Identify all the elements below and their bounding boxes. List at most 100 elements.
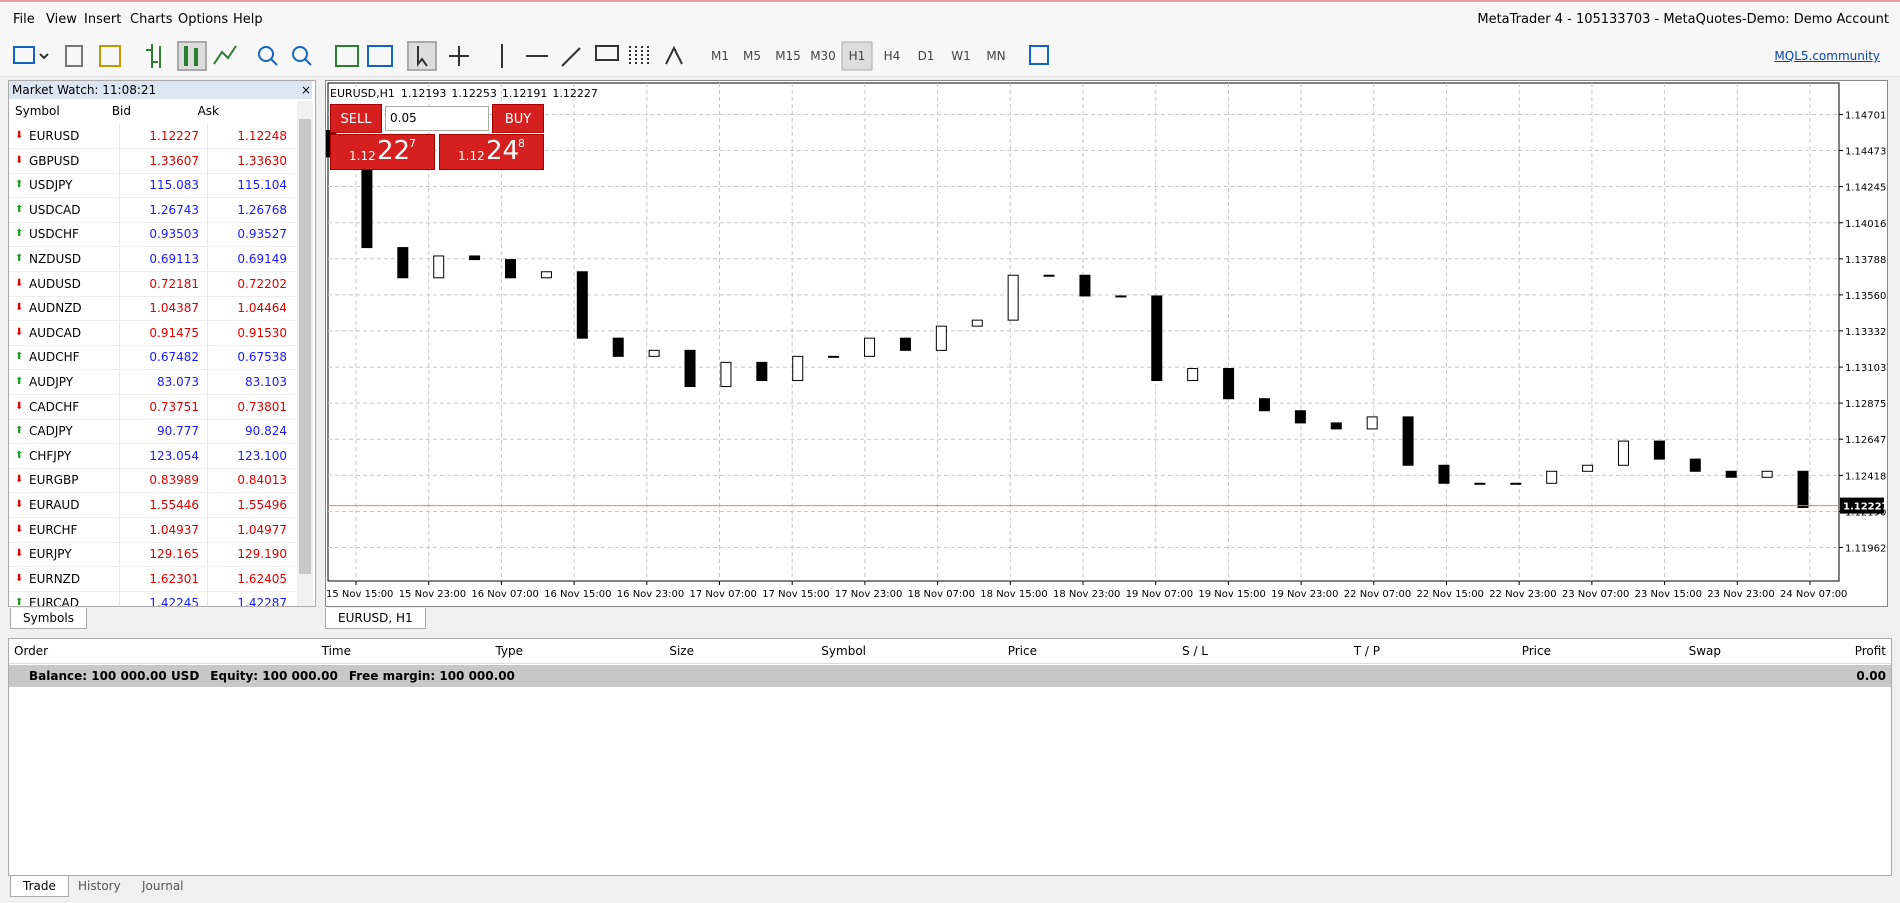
x-tick-label: 22 Nov 23:00 bbox=[1489, 589, 1556, 600]
ask: 83.103 bbox=[245, 375, 287, 389]
bid: 129.165 bbox=[149, 547, 199, 562]
candle-body bbox=[361, 156, 373, 249]
scrollbar[interactable] bbox=[297, 101, 313, 606]
col-sep bbox=[207, 517, 208, 542]
symbol-row[interactable]: ⬇ EURAUD 1.55446 1.55496 bbox=[9, 493, 295, 518]
candle-body bbox=[828, 355, 840, 358]
timeframe-button[interactable]: MN bbox=[986, 49, 1006, 63]
terminal-tab[interactable]: Trade bbox=[10, 876, 69, 897]
bid: 0.69113 bbox=[149, 252, 199, 266]
x-tick-label: 19 Nov 23:00 bbox=[1271, 589, 1338, 600]
symbol-row[interactable]: ⬇ EURGBP 0.83989 0.84013 bbox=[9, 468, 295, 494]
symbol-row[interactable]: ⬆ USDCAD 1.26743 1.26768 bbox=[9, 197, 295, 223]
community-link[interactable]: MQL5.community bbox=[1774, 49, 1880, 63]
bid: 90.777 bbox=[157, 424, 199, 439]
symbol-row[interactable]: ⬆ AUDCHF 0.67482 0.67538 bbox=[9, 345, 295, 371]
price-box[interactable]: 1.12 22 7 bbox=[330, 134, 435, 170]
menu-item[interactable]: View bbox=[46, 12, 77, 27]
bid: 1.62301 bbox=[149, 571, 199, 586]
candle-body bbox=[1617, 440, 1629, 466]
symbol: NZDUSD bbox=[29, 252, 82, 266]
symbol-row[interactable]: ⬆ NZDUSD 0.69113 0.69149 bbox=[9, 247, 295, 272]
price-box[interactable]: 1.12 24 8 bbox=[439, 134, 544, 170]
symbol-row[interactable]: ⬇ AUDUSD 0.72181 0.72202 bbox=[9, 271, 295, 297]
x-tick-label: 18 Nov 23:00 bbox=[1053, 589, 1120, 600]
close-button[interactable]: × bbox=[300, 83, 311, 97]
col-sep bbox=[207, 370, 208, 394]
timeframe-button[interactable]: M5 bbox=[743, 49, 761, 63]
column-header: Swap bbox=[1688, 644, 1721, 658]
candle-body bbox=[1043, 274, 1055, 277]
symbol: EURNZD bbox=[29, 571, 81, 586]
symbol-row[interactable]: ⬇ EURCHF 1.04937 1.04977 bbox=[9, 517, 295, 543]
lot-input[interactable]: 0.05 bbox=[385, 106, 489, 131]
candle-body bbox=[899, 337, 911, 351]
x-tick-label: 23 Nov 07:00 bbox=[1562, 589, 1629, 600]
terminal: Order Time Type Size Symbol Price S / L T / P Pr… bbox=[8, 638, 1892, 876]
scroll-thumb[interactable] bbox=[299, 119, 311, 574]
menu-item[interactable]: Options bbox=[178, 12, 229, 27]
symbol-row[interactable]: ⬇ EURJPY 129.165 129.190 bbox=[9, 542, 295, 568]
x-tick-label: 22 Nov 07:00 bbox=[1344, 589, 1411, 600]
candle-body bbox=[971, 319, 983, 327]
col-sep bbox=[119, 148, 120, 173]
candle-body bbox=[1653, 440, 1665, 460]
symbol: CADCHF bbox=[29, 399, 80, 414]
toolbar: M1 M5 M15 M30 H1 H4 D1 W1 MN MQL5.community bbox=[0, 36, 1900, 77]
col-sep bbox=[207, 148, 208, 173]
symbol-row[interactable]: ⬆ CADJPY 90.777 90.824 bbox=[9, 419, 295, 445]
menu-item[interactable]: Help bbox=[233, 12, 263, 27]
terminal-tab[interactable]: History bbox=[78, 879, 121, 893]
symbol-row[interactable]: ⬆ USDCHF 0.93503 0.93527 bbox=[9, 222, 295, 248]
trend-arrow: ⬇ bbox=[15, 572, 24, 584]
symbol: USDCAD bbox=[29, 202, 81, 217]
bid: 1.04937 bbox=[149, 522, 199, 537]
ohlc-value: 1.12253 bbox=[451, 87, 497, 100]
symbol-row[interactable]: ⬇ GBPUSD 1.33607 1.33630 bbox=[9, 148, 295, 174]
column-header: Order bbox=[14, 644, 49, 658]
menu-item[interactable]: Insert bbox=[84, 12, 122, 27]
timeframe-button[interactable]: H1 bbox=[848, 49, 866, 63]
symbol: EURJPY bbox=[29, 547, 72, 562]
symbol-row[interactable]: ⬆ USDJPY 115.083 115.104 bbox=[9, 173, 295, 199]
sell-button[interactable]: SELL bbox=[330, 104, 382, 133]
menu-item[interactable]: File bbox=[13, 12, 35, 27]
terminal-tab[interactable]: Journal bbox=[142, 879, 184, 893]
timeframe-button[interactable]: M15 bbox=[775, 49, 801, 63]
buy-button[interactable]: BUY bbox=[492, 104, 544, 133]
trend-arrow: ⬆ bbox=[15, 253, 24, 264]
bid: 0.72181 bbox=[149, 276, 199, 291]
timeframe-button[interactable]: M30 bbox=[810, 49, 836, 63]
timeframe-button[interactable]: D1 bbox=[917, 49, 935, 63]
timeframe-button[interactable]: H4 bbox=[883, 49, 901, 63]
trend-arrow: ⬇ bbox=[15, 326, 24, 338]
trend-arrow: ⬆ bbox=[15, 425, 24, 437]
symbol-row[interactable]: ⬆ EURCAD 1.42245 1.42287 bbox=[9, 591, 295, 606]
market-watch-title: Market Watch: 11:08:21 bbox=[9, 81, 312, 99]
symbols-tab[interactable]: Symbols bbox=[10, 608, 87, 629]
col-sep bbox=[207, 247, 208, 271]
symbol-row[interactable]: ⬇ EURUSD 1.12227 1.12248 bbox=[9, 124, 295, 149]
menu-item[interactable]: Charts bbox=[130, 12, 173, 27]
column-header: Profit bbox=[1854, 644, 1886, 658]
x-tick-label: 23 Nov 23:00 bbox=[1707, 589, 1774, 600]
symbol: AUDCAD bbox=[29, 325, 82, 340]
column-header: Price bbox=[1521, 644, 1551, 658]
balance: Balance: 100 000.00 USD bbox=[29, 669, 200, 683]
timeframe-button[interactable]: M1 bbox=[711, 49, 729, 63]
trend-arrow: ⬇ bbox=[15, 499, 24, 510]
symbol-row[interactable]: ⬆ AUDJPY 83.073 83.103 bbox=[9, 370, 295, 395]
symbol-row[interactable]: ⬇ AUDCAD 0.91475 0.91530 bbox=[9, 320, 295, 346]
timeframe-button[interactable]: W1 bbox=[951, 49, 971, 63]
symbol-row[interactable]: ⬆ CHFJPY 123.054 123.100 bbox=[9, 443, 295, 469]
symbol-row[interactable]: ⬇ CADCHF 0.73751 0.73801 bbox=[9, 394, 295, 420]
chart-tab[interactable]: EURUSD, H1 bbox=[325, 608, 426, 629]
ask: 0.69149 bbox=[237, 252, 287, 266]
y-tick-label: 1.14245 bbox=[1845, 183, 1886, 194]
ask: 0.93527 bbox=[237, 227, 287, 242]
symbol-row[interactable]: ⬇ AUDNZD 1.04387 1.04464 bbox=[9, 296, 295, 322]
candle-body bbox=[1223, 368, 1235, 400]
symbol: EURCHF bbox=[29, 522, 78, 537]
symbol-row[interactable]: ⬇ EURNZD 1.62301 1.62405 bbox=[9, 566, 295, 592]
menu-bar: File View Insert Charts Options Help MetaTrade… bbox=[0, 0, 1900, 36]
